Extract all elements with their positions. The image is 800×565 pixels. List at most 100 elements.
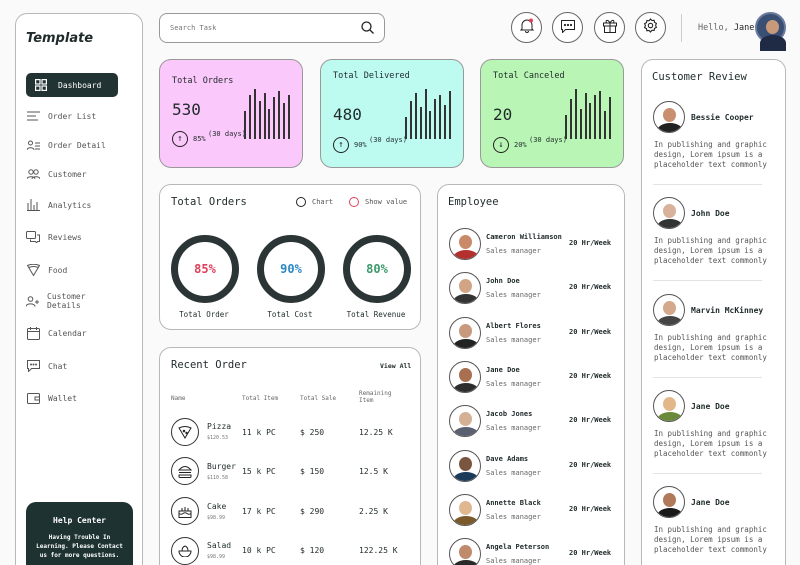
stat-title: Total Canceled — [493, 71, 565, 81]
food-price: $110.58 — [207, 475, 229, 481]
employee-avatar — [449, 449, 481, 482]
sidebar-item-reviews[interactable]: Reviews — [26, 225, 118, 249]
bar-chart-icon — [26, 198, 40, 212]
gifts-button[interactable] — [594, 12, 625, 43]
stat-percent: 85% — [193, 135, 206, 143]
reviewer-name: Marvin McKinney — [691, 305, 764, 315]
stat-bar — [424, 89, 427, 139]
remaining-item: 12.5 K — [359, 467, 388, 476]
sidebar-item-label: Analytics — [48, 200, 92, 210]
help-center-card[interactable]: Help Center Having Trouble In Learning. … — [26, 502, 133, 565]
total-sale: $ 150 — [300, 467, 325, 476]
grid-icon — [34, 78, 48, 92]
pizza-icon — [171, 418, 199, 446]
users-icon — [26, 167, 40, 181]
radio-icon[interactable] — [349, 197, 359, 207]
sidebar-item-order-list[interactable]: Order List — [26, 104, 118, 128]
stat-value: 530 — [172, 100, 201, 119]
settings-button[interactable] — [635, 12, 666, 43]
messages-button[interactable] — [552, 12, 583, 43]
stat-bar — [444, 105, 446, 139]
reviewer-avatar — [653, 197, 685, 230]
reviewer-avatar — [653, 293, 685, 326]
search-bar[interactable] — [159, 13, 385, 43]
arrow-up-icon: ↑ — [333, 137, 349, 153]
avatar-image — [654, 391, 684, 421]
stat-bar — [608, 97, 611, 139]
review-text: In publishing and graphic design, Lorem … — [654, 525, 767, 555]
sidebar-item-customer[interactable]: Customer — [26, 162, 118, 186]
employee-name: Dave Adams — [486, 454, 529, 463]
sidebar-item-chat[interactable]: Chat — [26, 354, 118, 378]
stat-bar — [268, 109, 271, 139]
gear-icon — [643, 18, 658, 37]
employee-avatar — [449, 538, 481, 565]
employee-name: Angela Peterson — [486, 543, 550, 552]
sidebar-item-calendar[interactable]: Calendar — [26, 321, 118, 345]
reviewer-name: Jane Doe — [691, 498, 730, 508]
burger-icon — [171, 457, 199, 485]
header-divider — [681, 14, 682, 42]
chart-option[interactable]: Chart — [296, 197, 333, 207]
help-center-title: Help Center — [53, 516, 106, 525]
sidebar-item-food[interactable]: Food — [26, 258, 118, 282]
stat-bar — [244, 111, 246, 139]
donut-label: Total Order — [179, 310, 229, 319]
recent-order-panel — [159, 347, 421, 565]
calendar-icon — [26, 326, 40, 340]
stat-title: Total Orders — [172, 76, 234, 86]
employee-role: Sales manager — [486, 291, 541, 300]
total-item: 11 k PC — [242, 428, 276, 437]
stat-bar — [604, 111, 606, 139]
user-avatar[interactable] — [755, 12, 786, 51]
sidebar-item-label: Chat — [48, 361, 68, 371]
radio-icon[interactable] — [296, 197, 306, 207]
view-all-link[interactable]: View All — [380, 362, 412, 370]
stat-bar — [579, 109, 582, 139]
food-name: Burger — [207, 462, 236, 471]
stat-bar — [429, 111, 432, 139]
food-name: Salad — [207, 541, 232, 550]
donut-label: Total Cost — [267, 310, 313, 319]
total-sale: $ 290 — [300, 507, 325, 516]
notifications-button[interactable] — [511, 12, 542, 43]
employee-avatar — [449, 405, 481, 438]
sidebar-item-analytics[interactable]: Analytics — [26, 193, 118, 217]
employee-role: Sales manager — [486, 424, 541, 433]
sidebar-item-label: Customer Details — [47, 292, 86, 310]
sidebar-item-customer-details[interactable]: Customer Details — [26, 289, 118, 313]
total-orders-title: Total Orders — [171, 196, 247, 208]
sidebar-item-wallet[interactable]: Wallet — [26, 386, 118, 410]
sidebar-item-label: Calendar — [48, 328, 87, 338]
stat-bar — [263, 93, 266, 139]
stat-card-total-orders[interactable]: Total Orders 530 ↑ 85% (30 days) — [159, 59, 303, 168]
stat-bar — [287, 95, 290, 139]
search-input[interactable] — [170, 24, 340, 32]
stat-bar — [448, 91, 451, 139]
stat-bar — [409, 101, 412, 139]
user-name: Jane — [733, 23, 755, 33]
sidebar-item-dashboard[interactable]: Dashboard — [26, 73, 118, 97]
show-value-option[interactable]: Show value — [349, 197, 407, 207]
user-plus-icon — [26, 294, 39, 308]
donut-label: Total Revenue — [346, 310, 406, 319]
stat-bar — [594, 95, 597, 139]
stat-bars — [244, 89, 290, 139]
stat-card-total-delivered[interactable]: Total Delivered 480 ↑ 90% (30 days) — [320, 59, 464, 168]
avatar-image — [450, 229, 480, 259]
message-icon — [560, 18, 575, 37]
reviewer-avatar — [653, 389, 685, 422]
cake-icon — [171, 497, 199, 525]
employee-role: Sales manager — [486, 247, 541, 255]
employee-title: Employee — [448, 196, 499, 208]
avatar-image — [757, 14, 786, 51]
stat-card-total-canceled[interactable]: Total Canceled 20 ↓ 20% (30 days) — [480, 59, 624, 168]
sidebar-item-order-detail[interactable]: Order Detail — [26, 133, 118, 157]
employee-rate: 20 Hr/Week — [569, 283, 612, 292]
review-text: In publishing and graphic design, Lorem … — [654, 332, 767, 362]
search-icon[interactable] — [361, 19, 374, 38]
total-item: 17 k PC — [242, 507, 276, 516]
stat-bar — [283, 103, 285, 139]
employee-name: Jacob Jones — [486, 410, 533, 419]
review-divider — [653, 184, 762, 185]
